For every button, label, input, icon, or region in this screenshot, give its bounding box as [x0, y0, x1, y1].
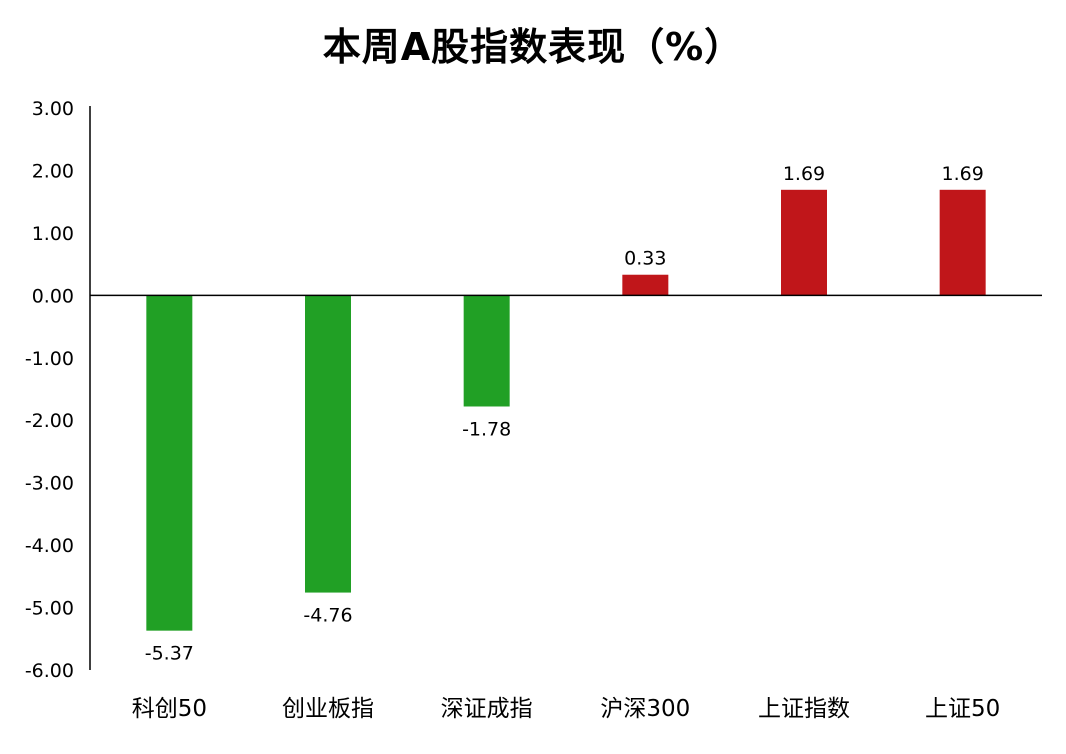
y-axis: 3.00 2.00 1.00 0.00 -1.00 -2.00 -3.00 -4.00 -5.0… — [25, 98, 91, 682]
data-label-6: 1.69 — [942, 163, 984, 185]
data-label-5: 1.69 — [783, 163, 825, 185]
category-label-4: 沪深300 — [600, 696, 690, 722]
y-tick-label: 0.00 — [32, 285, 74, 307]
y-tick-label: -1.00 — [25, 348, 74, 370]
y-tick-label: 1.00 — [32, 223, 74, 245]
y-tick-label: -3.00 — [25, 473, 74, 495]
category-label-1: 科创50 — [132, 696, 207, 722]
bar-1 — [146, 295, 193, 631]
y-tick-label: -2.00 — [25, 410, 74, 432]
data-label-2: -4.76 — [303, 605, 352, 627]
category-label-6: 上证50 — [925, 696, 1000, 722]
data-label-3: -1.78 — [462, 418, 511, 440]
bar-6 — [939, 189, 986, 296]
data-label-4: 0.33 — [624, 248, 666, 270]
category-label-2: 创业板指 — [282, 696, 374, 722]
chart-title: 本周A股指数表现（%） — [322, 25, 744, 69]
y-tick-label: -4.00 — [25, 535, 74, 557]
bar-4 — [622, 274, 669, 296]
bar-2 — [305, 295, 351, 593]
bar-5 — [781, 189, 827, 296]
bar-3 — [463, 295, 510, 407]
bars-layer: -5.37 -4.76 -1.78 0.33 1.69 1.69 — [145, 163, 986, 665]
category-label-3: 深证成指 — [441, 696, 533, 722]
y-tick-label: -5.00 — [25, 598, 74, 620]
data-label-1: -5.37 — [145, 643, 194, 665]
y-tick-label: 3.00 — [32, 98, 74, 120]
y-tick-label: -6.00 — [25, 660, 74, 682]
y-tick-label: 2.00 — [32, 160, 74, 182]
x-axis: 科创50 创业板指 深证成指 沪深300 上证指数 上证50 — [90, 294, 1042, 722]
category-label-5: 上证指数 — [758, 696, 850, 722]
